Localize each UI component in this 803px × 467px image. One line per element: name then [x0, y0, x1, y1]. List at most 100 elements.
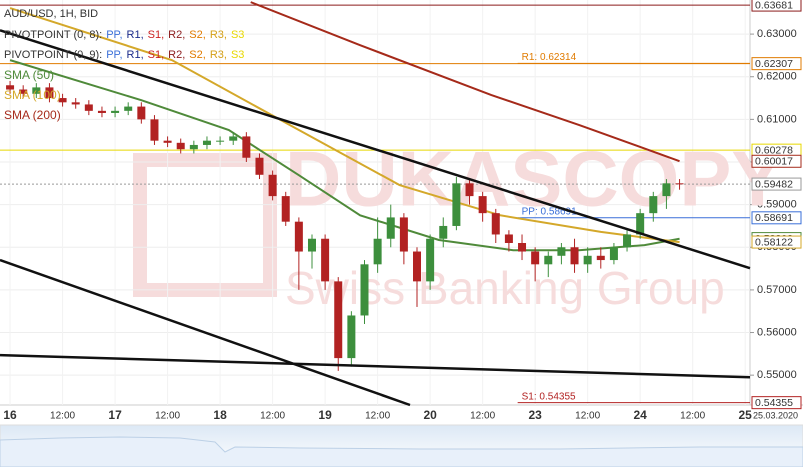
candle-body: [623, 234, 632, 248]
candle-body: [268, 174, 277, 197]
x-tick-label: 12:00: [470, 411, 495, 422]
candle-body: [84, 104, 93, 111]
legend-item: R2,: [168, 49, 185, 61]
candle-body: [255, 157, 264, 175]
candle-body: [439, 225, 448, 239]
y-tick-label: 0.63000: [757, 28, 797, 40]
candle-body: [281, 196, 290, 222]
price-tag: [751, 177, 802, 191]
legend-prefix: PIVOTPOINT (0, 8):: [4, 29, 102, 41]
legend-item: R3,: [210, 49, 227, 61]
trend-line: [0, 353, 751, 379]
price-tag-label: 0.60278: [755, 144, 793, 156]
candle-body: [544, 255, 553, 265]
price-tag: [751, 0, 802, 12]
price-tag: [751, 396, 802, 410]
candle-body: [111, 110, 120, 113]
candle-body: [465, 183, 474, 197]
candle-body: [636, 213, 645, 235]
x-tick-label: 16: [3, 408, 17, 422]
legend-entry: PIVOTPOINT (0, 9): PP, R1, S1, R2, S2, R3, S3: [4, 49, 244, 61]
legend-entry: SMA (100): [4, 88, 61, 102]
price-tag-label: 0.54355: [755, 397, 793, 409]
candle-body: [386, 217, 395, 239]
pivot-label: R1: 0.62314: [522, 52, 577, 63]
price-tag: [751, 154, 802, 168]
candle-body: [150, 119, 159, 141]
candle-body: [32, 87, 41, 94]
x-tick-label: 12:00: [155, 411, 180, 422]
candle-body: [294, 221, 303, 252]
trend-line: [0, 258, 411, 407]
x-tick-label: 12:00: [50, 411, 75, 422]
y-tick-label: 0.57000: [757, 284, 797, 296]
x-tick-label: 12:00: [575, 411, 600, 422]
legend-item: S1,: [148, 29, 165, 41]
x-tick-label: 25: [739, 408, 753, 422]
x-tick-label: 12:00: [680, 411, 705, 422]
legend-item: PP,: [106, 29, 122, 41]
candle-body: [557, 247, 566, 256]
price-tag: [751, 57, 802, 71]
legend-item: S2,: [189, 29, 206, 41]
candle-body: [242, 136, 251, 158]
candle-body: [334, 281, 343, 359]
candle-body: [452, 183, 461, 226]
candle-body: [426, 238, 435, 282]
x-tick-label: 19: [318, 408, 332, 422]
candle-body: [189, 144, 198, 150]
candle-body: [583, 255, 592, 265]
candle-body: [216, 140, 225, 142]
x-tick-label: 12:00: [260, 411, 285, 422]
candle-body: [413, 251, 422, 282]
pivot-label: PP: 0.58691: [522, 206, 577, 217]
x-tick-label: 12:00: [365, 411, 390, 422]
candle-body: [6, 85, 15, 90]
legend-item: S3: [231, 49, 244, 61]
candle-body: [58, 98, 67, 103]
candle-body: [347, 315, 356, 359]
legend-entry: SMA (200): [4, 108, 61, 122]
legend-item: PP,: [106, 49, 122, 61]
y-tick-label: 0.55000: [757, 369, 797, 381]
y-tick-label: 0.61000: [757, 113, 797, 125]
candle-body: [596, 255, 605, 261]
x-tick-label: 23: [528, 408, 542, 422]
candle-body: [373, 238, 382, 265]
price-tag: [751, 211, 802, 225]
sma-line: [9, 7, 680, 244]
candle-body: [504, 234, 513, 243]
legend-item: R3,: [210, 29, 227, 41]
legend-item: S3: [231, 29, 244, 41]
candle-body: [45, 87, 54, 99]
candle-body: [570, 247, 579, 265]
y-tick-label: 0.56000: [757, 326, 797, 338]
watermark: Swiss Banking Group: [285, 262, 725, 314]
price-tag-label: 0.60017: [755, 156, 793, 168]
candle-body: [478, 196, 487, 214]
candle-body: [97, 110, 106, 113]
legend-item: S2,: [189, 49, 206, 61]
legend-prefix: PIVOTPOINT (0, 9):: [4, 49, 102, 61]
price-tag-label: 0.63681: [755, 0, 793, 11]
pivot-label: S1: 0.54355: [522, 391, 576, 402]
candle-body: [675, 183, 684, 185]
price-tag: [751, 235, 802, 249]
candle-body: [19, 89, 28, 94]
candle-body: [662, 183, 671, 197]
x-tick-label: 24: [633, 408, 647, 422]
sma-line: [250, 1, 680, 163]
date-label: 25.03.2020: [753, 410, 798, 420]
candle-body: [321, 238, 330, 282]
candle-body: [71, 102, 80, 105]
x-tick-label: 20: [423, 408, 437, 422]
watermark: DUKASCOPY: [285, 135, 783, 223]
candle-body: [124, 106, 133, 111]
candle-body: [137, 106, 146, 120]
candle-body: [531, 251, 540, 265]
legend-title: AUD/USD, 1H, BID: [4, 8, 98, 20]
x-tick-label: 17: [108, 408, 122, 422]
candle-body: [491, 213, 500, 235]
price-tag-label: 0.58691: [755, 212, 793, 224]
candle-body: [518, 243, 527, 252]
